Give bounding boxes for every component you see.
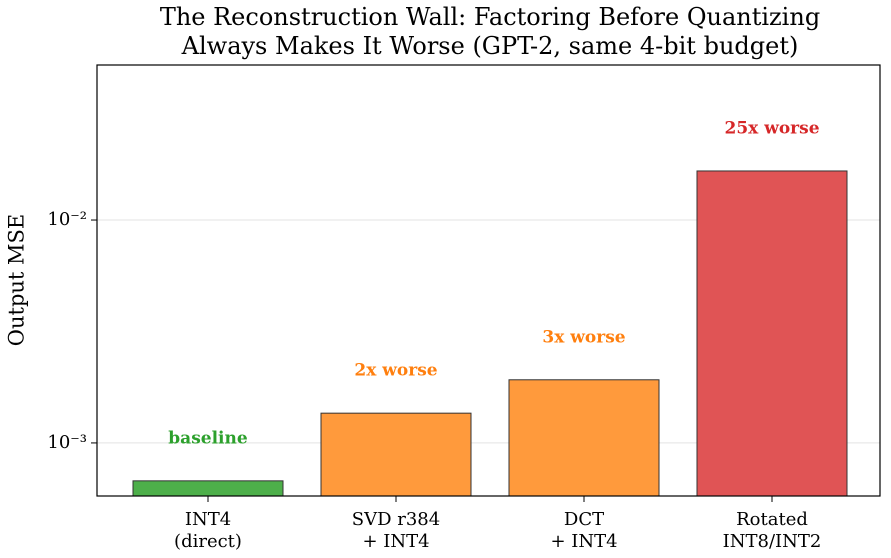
- plot-frame: [96, 64, 881, 497]
- y-tick-label: 10⁻³: [47, 432, 87, 453]
- bar: [132, 480, 284, 497]
- bar: [320, 412, 472, 497]
- bar: [696, 170, 848, 497]
- x-tick-label: INT4 (direct): [174, 509, 242, 552]
- annotation: 25x worse: [724, 118, 819, 138]
- annotation: 3x worse: [542, 327, 625, 347]
- x-tick-label: Rotated INT8/INT2: [723, 509, 822, 552]
- bar: [508, 379, 660, 497]
- annotation: baseline: [168, 428, 248, 448]
- annotation: 2x worse: [354, 361, 437, 381]
- x-tick-label: DCT + INT4: [550, 509, 617, 552]
- x-tick-label: SVD r384 + INT4: [352, 509, 440, 552]
- chart-title: The Reconstruction Wall: Factoring Befor…: [160, 3, 820, 60]
- y-tick-label: 10⁻²: [47, 209, 87, 230]
- y-axis-label: Output MSE: [5, 214, 29, 346]
